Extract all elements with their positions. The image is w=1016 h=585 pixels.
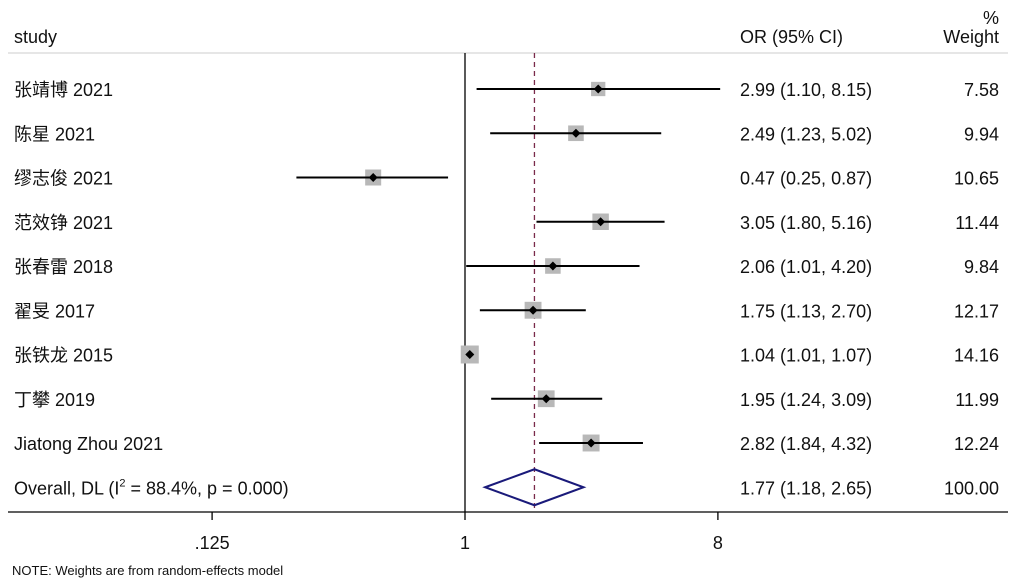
study-row: 张靖博 2021 2.99 (1.10, 8.15) 7.58 [14, 80, 999, 100]
weight-value: 9.84 [964, 257, 999, 277]
ci-text: 2.49 (1.23, 5.02) [740, 124, 872, 144]
overall-label: Overall, DL (I2 = 88.4%, p = 0.000) [14, 477, 289, 498]
study-row: 陈星 2021 2.49 (1.23, 5.02) 9.94 [14, 124, 999, 144]
footnote: NOTE: Weights are from random-effects mo… [12, 563, 283, 578]
point-estimate [528, 305, 538, 315]
weight-value: 14.16 [954, 346, 999, 366]
point-estimate [368, 173, 378, 182]
study-row: 缪志俊 2021 0.47 (0.25, 0.87) 10.65 [14, 169, 999, 189]
ci-text: 2.82 (1.84, 4.32) [740, 434, 872, 454]
study-row: 丁攀 2019 1.95 (1.24, 3.09) 11.99 [14, 390, 999, 410]
study-row: 范效铮 2021 3.05 (1.80, 5.16) 11.44 [14, 213, 999, 233]
study-label: 张靖博 2021 [14, 80, 113, 100]
overall-row: Overall, DL (I2 = 88.4%, p = 0.000) 1.77 … [14, 468, 999, 507]
ci-text: 1.95 (1.24, 3.09) [740, 390, 872, 410]
study-label: 陈星 2021 [14, 124, 95, 144]
weight-value: 10.65 [954, 169, 999, 189]
x-tick-label: 1 [460, 533, 470, 553]
header-effect: OR (95% CI) [740, 27, 843, 47]
point-estimate [596, 217, 606, 227]
header-weight: Weight [943, 27, 999, 47]
header-study: study [14, 27, 57, 47]
ci-text: 3.05 (1.80, 5.16) [740, 213, 872, 233]
study-label: 范效铮 2021 [14, 213, 113, 233]
ci-text: 0.47 (0.25, 0.87) [740, 169, 872, 189]
point-estimate [548, 261, 558, 271]
ci-text: 2.06 (1.01, 4.20) [740, 257, 872, 277]
weight-value: 9.94 [964, 124, 999, 144]
study-label: Jiatong Zhou 2021 [14, 434, 163, 454]
ci-text: 2.99 (1.10, 8.15) [740, 80, 872, 100]
ci-text: 1.04 (1.01, 1.07) [740, 346, 872, 366]
weight-value: 12.24 [954, 434, 999, 454]
x-tick-label: 8 [713, 533, 723, 553]
point-estimate [586, 438, 596, 448]
weight-value: 11.44 [955, 213, 999, 233]
study-label: 张铁龙 2015 [14, 346, 113, 366]
overall-ci-text: 1.77 (1.18, 2.65) [740, 478, 872, 498]
point-estimate [571, 128, 581, 138]
overall-weight: 100.00 [944, 478, 999, 498]
study-label: 丁攀 2019 [14, 390, 95, 410]
study-row: 翟旻 2017 1.75 (1.13, 2.70) 12.17 [14, 301, 999, 321]
point-estimate [593, 84, 603, 94]
study-row: 张春雷 2018 2.06 (1.01, 4.20) 9.84 [14, 257, 999, 277]
study-label: 张春雷 2018 [14, 257, 113, 277]
x-tick-label: .125 [195, 533, 230, 553]
study-label: 翟旻 2017 [14, 301, 95, 321]
point-estimate [541, 394, 551, 404]
study-row: Jiatong Zhou 2021 2.82 (1.84, 4.32) 12.24 [14, 434, 999, 454]
weight-value: 12.17 [954, 301, 999, 321]
study-row: 张铁龙 2015 1.04 (1.01, 1.07) 14.16 [14, 345, 999, 366]
header-weight-unit: % [983, 8, 999, 28]
overall-diamond [482, 468, 587, 507]
study-label: 缪志俊 2021 [14, 169, 113, 189]
weight-value: 11.99 [955, 390, 999, 410]
weight-value: 7.58 [964, 80, 999, 100]
ci-text: 1.75 (1.13, 2.70) [740, 301, 872, 321]
point-estimate [465, 350, 475, 359]
